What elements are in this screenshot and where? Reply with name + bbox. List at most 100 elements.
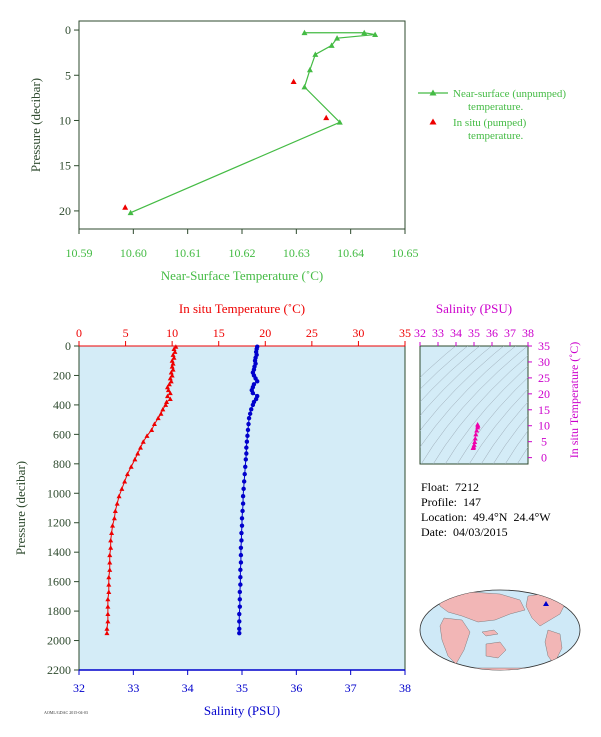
temperature-profile-point bbox=[149, 427, 155, 432]
near-surface-point bbox=[336, 119, 343, 125]
salinity-profile-point bbox=[237, 626, 242, 631]
near-surface-series bbox=[122, 29, 379, 216]
salinity-profile-point bbox=[237, 619, 242, 624]
profile-y-tick-label: 1200 bbox=[47, 516, 71, 530]
salinity-profile-point bbox=[241, 479, 247, 484]
ts-point bbox=[473, 431, 479, 437]
near-surface-y-tick-label: 5 bbox=[65, 68, 71, 82]
world-map bbox=[419, 589, 581, 671]
temperature-profile-point bbox=[132, 456, 138, 462]
salinity-profile-point bbox=[243, 457, 249, 462]
temperature-tick-label: 5 bbox=[123, 326, 129, 340]
profile-y-ticks: 0 200 400 600 800 1000 1200 1400 1600 1800 2000 220… bbox=[47, 339, 79, 677]
ts-isopycnal bbox=[444, 365, 528, 464]
ts-salinity-tick-label: 35 bbox=[468, 326, 480, 340]
near-surface-y-ticks: 0 5 10 15 20 bbox=[59, 23, 79, 218]
near-surface-x-tick-label: 10.63 bbox=[283, 246, 310, 260]
ts-salinity-tick-label: 36 bbox=[486, 326, 498, 340]
insitu-point bbox=[323, 114, 330, 121]
near-surface-point bbox=[312, 51, 319, 57]
legend-insitu-line-2: temperature. bbox=[468, 130, 524, 142]
salinity-profile-point bbox=[244, 445, 249, 450]
salinity-tick-label: 35 bbox=[236, 681, 248, 695]
temperature-profile-point bbox=[160, 406, 166, 412]
near-surface-line bbox=[130, 32, 376, 214]
salinity-profile-point bbox=[238, 575, 243, 580]
salinity-profile-point bbox=[241, 486, 246, 492]
temperature-profile-point bbox=[168, 370, 174, 375]
legend-triangle-red bbox=[429, 118, 437, 125]
near-surface-y-tick-label: 10 bbox=[59, 113, 71, 127]
float-location: Location: 49.4°N 24.4°W bbox=[421, 510, 551, 524]
salinity-tick-label: 33 bbox=[127, 681, 139, 695]
ts-isopycnal bbox=[420, 346, 480, 403]
temperature-profile-point bbox=[105, 618, 111, 624]
temperature-profile-point bbox=[140, 439, 146, 444]
near-surface-y-tick-label: 20 bbox=[59, 204, 71, 218]
temperature-profile-point bbox=[171, 346, 177, 351]
temperature-profile-point bbox=[110, 523, 116, 528]
ts-diagram: 32 33 34 35 36 37 38 0 5 10 15 20 25 30 35 Salinity (… bbox=[414, 301, 581, 465]
temperature-profile-point bbox=[170, 352, 176, 357]
temperature-profile-point bbox=[166, 381, 172, 387]
ts-temperature-tick-label: 15 bbox=[538, 403, 550, 417]
temperature-profile-point bbox=[137, 445, 143, 450]
insitu-point bbox=[290, 78, 297, 84]
temperature-profile-point bbox=[104, 630, 110, 636]
ts-density-contours bbox=[420, 346, 528, 464]
temperature-profile-point bbox=[168, 378, 174, 384]
temperature-profile-point bbox=[164, 384, 170, 390]
profile-y-tick-label: 1400 bbox=[47, 545, 71, 559]
ts-isopycnal bbox=[432, 355, 528, 464]
near-surface-x-tick-label: 10.62 bbox=[229, 246, 256, 260]
salinity-profile-point bbox=[246, 421, 251, 427]
map-australia bbox=[485, 641, 507, 659]
profile-y-tick-label: 1000 bbox=[47, 486, 71, 500]
near-surface-y-axis-label: Pressure (decibar) bbox=[28, 78, 43, 172]
salinity-profile-point bbox=[238, 582, 243, 587]
ts-points bbox=[470, 421, 481, 451]
temperature-profile-point bbox=[109, 530, 115, 536]
temperature-tick-label: 15 bbox=[213, 326, 225, 340]
near-surface-point bbox=[301, 29, 308, 36]
ts-isopycnal bbox=[420, 346, 456, 378]
ts-salinity-tick-label: 34 bbox=[450, 326, 462, 340]
near-surface-point bbox=[301, 84, 308, 90]
ts-temperature-tick-label: 25 bbox=[538, 371, 550, 385]
ts-point bbox=[475, 424, 481, 430]
temperature-profile-point bbox=[167, 390, 173, 396]
temperature-profile-point bbox=[119, 486, 125, 491]
salinity-profile-point bbox=[237, 611, 242, 617]
ts-point bbox=[474, 428, 480, 433]
ts-salinity-tick-label: 38 bbox=[522, 326, 534, 340]
legend-triangle-green bbox=[429, 89, 437, 96]
ts-salinity-ticks: 32 33 34 35 36 37 38 bbox=[414, 326, 534, 346]
salinity-tick-label: 32 bbox=[73, 681, 85, 695]
temperature-profile-point bbox=[167, 396, 173, 402]
map-eurasia bbox=[437, 591, 526, 623]
near-surface-x-axis-label: Near-Surface Temperature (˚C) bbox=[161, 268, 323, 283]
ts-temperature-tick-label: 35 bbox=[538, 339, 550, 353]
salinity-profile-point bbox=[240, 508, 245, 514]
temperature-axis-label: In situ Temperature (˚C) bbox=[179, 301, 305, 316]
near-surface-point bbox=[361, 29, 368, 36]
temperature-profile-point bbox=[116, 493, 122, 499]
map-indonesia bbox=[481, 629, 499, 637]
legend-near-surface-label: Near-surface (unpumped) temperature. bbox=[453, 88, 566, 113]
temperature-profile-point bbox=[158, 411, 164, 416]
map-antarctica bbox=[420, 667, 580, 670]
temperature-profile-point bbox=[151, 421, 157, 427]
float-location-marker bbox=[543, 601, 549, 606]
near-surface-point bbox=[372, 31, 379, 37]
salinity-profile-point bbox=[240, 501, 246, 506]
ts-salinity-tick-label: 37 bbox=[504, 326, 516, 340]
salinity-profile-point bbox=[237, 630, 242, 636]
ts-isopycnal bbox=[480, 401, 528, 464]
temperature-tick-label: 25 bbox=[306, 326, 318, 340]
profile-date: Date: 04/03/2015 bbox=[421, 525, 508, 539]
temperature-profile-point bbox=[124, 471, 130, 477]
ts-isopycnal bbox=[420, 346, 504, 432]
temperature-profile-point bbox=[170, 361, 176, 366]
temperature-profile-point bbox=[144, 433, 150, 438]
